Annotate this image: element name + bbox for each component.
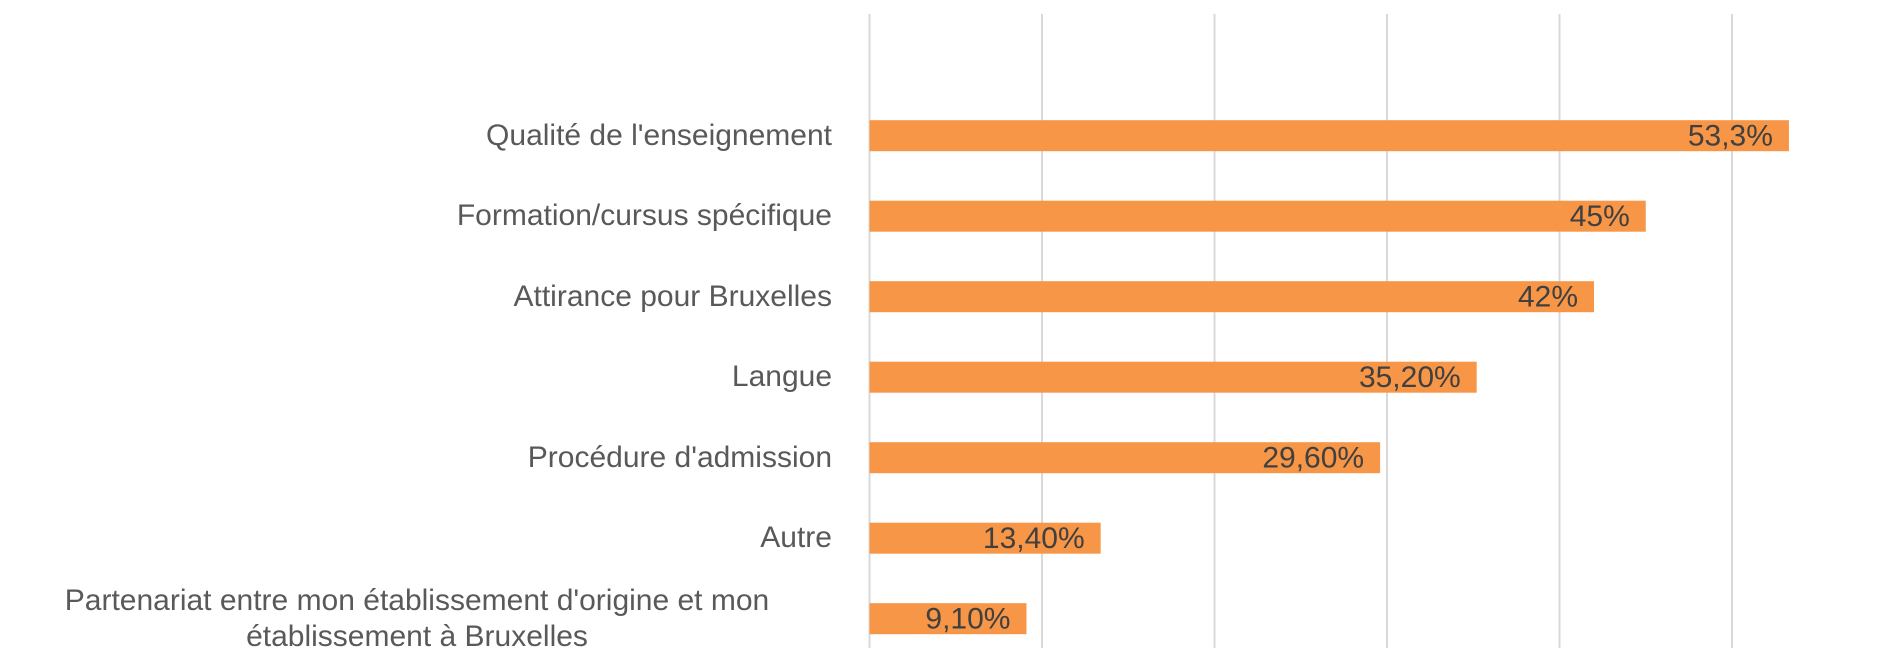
bar [869, 603, 1027, 635]
value-label: 53,3% [1688, 120, 1773, 153]
bar [869, 120, 1789, 152]
bar [869, 281, 1594, 313]
bar [869, 442, 1381, 474]
value-label: 13,40% [983, 522, 1085, 555]
category-label: Partenariat entre mon établissement d'or… [64, 583, 770, 653]
category-label: Formation/cursus spécifique [456, 199, 832, 233]
value-label: 29,60% [1262, 442, 1364, 475]
category-label: Qualité de l'enseignement [486, 118, 832, 152]
value-label: 42% [1518, 281, 1578, 314]
category-label: Procédure d'admission [527, 440, 832, 474]
value-label: 45% [1570, 200, 1630, 233]
value-label: 9,10% [925, 603, 1010, 636]
category-label: Attirance pour Bruxelles [513, 279, 833, 313]
value-label: 35,20% [1359, 361, 1461, 394]
category-label: Langue [731, 360, 832, 394]
bar [869, 522, 1101, 554]
bar [869, 361, 1477, 393]
category-label: Autre [760, 521, 832, 555]
bar [869, 200, 1646, 232]
